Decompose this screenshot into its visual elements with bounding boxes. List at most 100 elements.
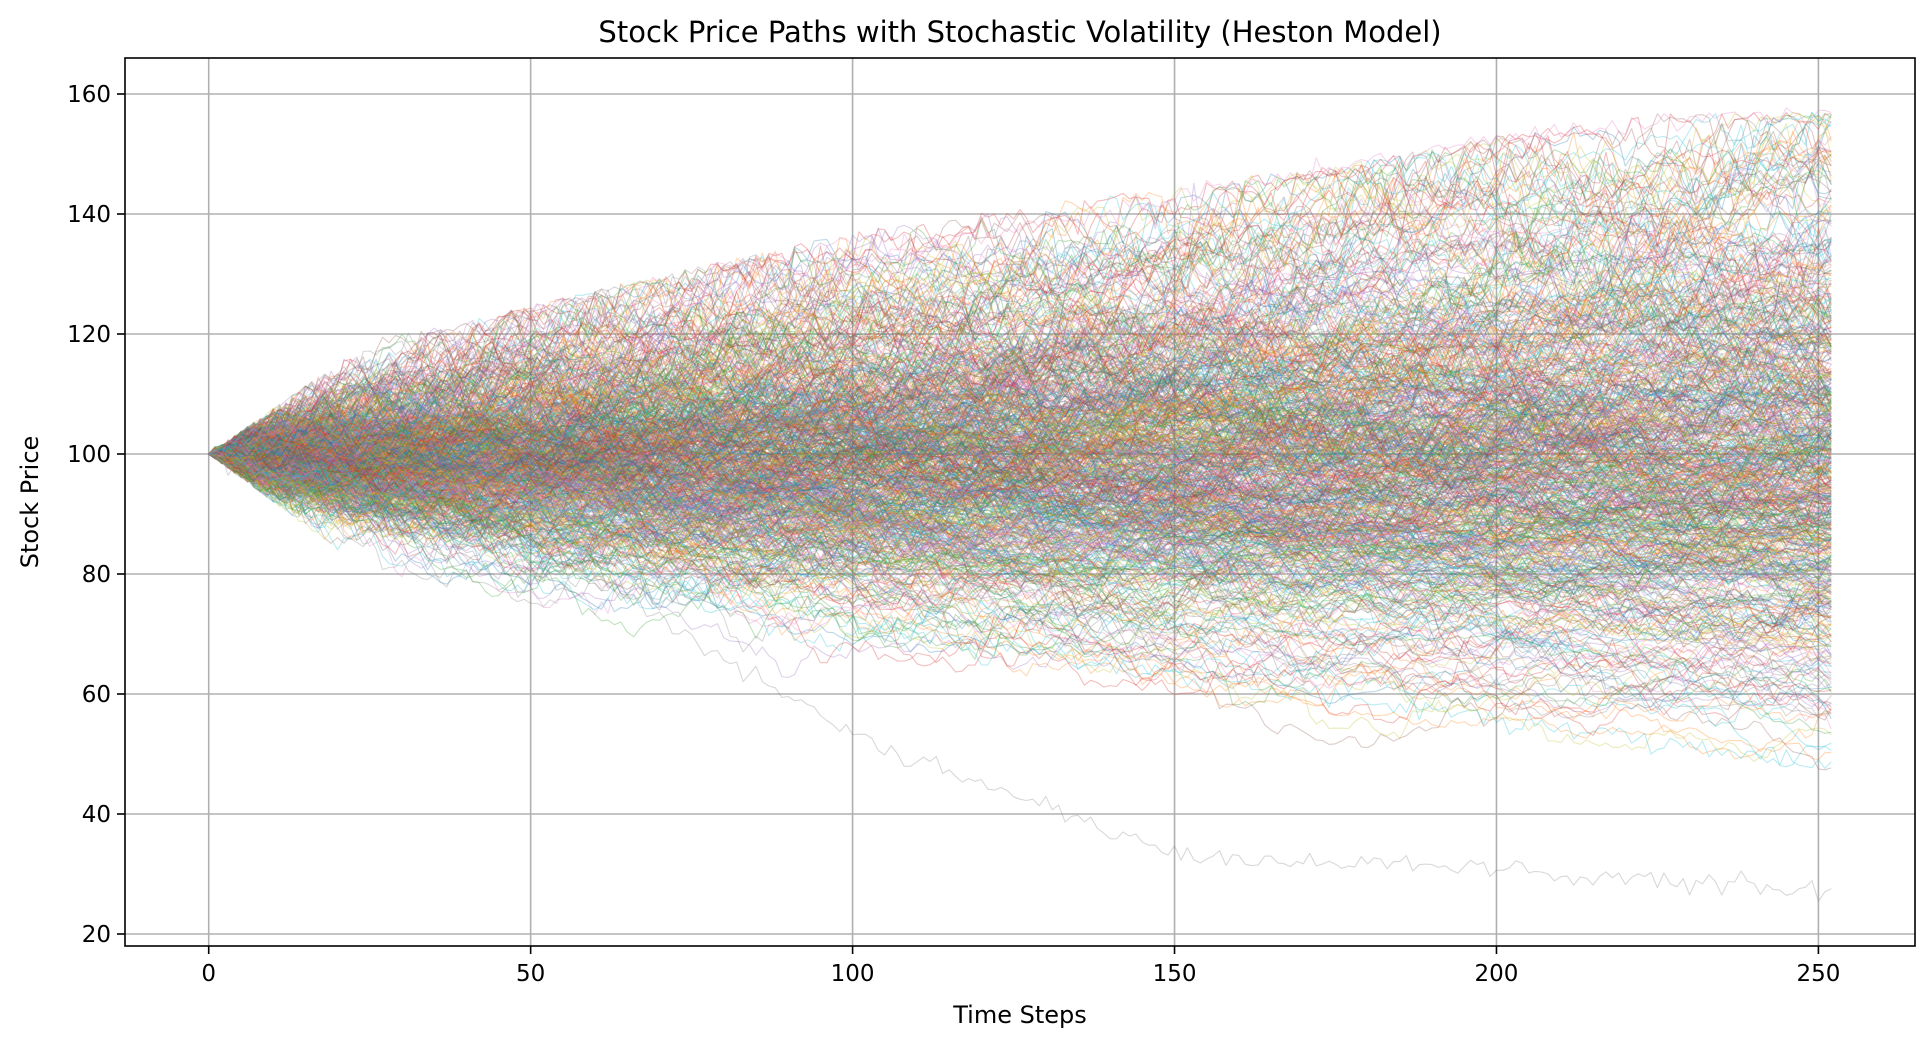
y-axis-label: Stock Price xyxy=(16,436,44,569)
price-path xyxy=(208,451,1832,562)
price-path xyxy=(208,322,1832,463)
price-path xyxy=(208,433,1832,551)
price-path xyxy=(208,343,1832,483)
x-tick-label: 100 xyxy=(831,961,875,987)
price-path xyxy=(208,392,1832,582)
y-tick-label: 40 xyxy=(82,802,111,828)
price-path xyxy=(208,218,1832,460)
price-path xyxy=(208,434,1832,598)
price-path xyxy=(208,374,1832,656)
price-path xyxy=(208,427,1832,675)
price-path xyxy=(208,429,1832,534)
price-path xyxy=(208,374,1832,604)
y-tick-label: 140 xyxy=(67,202,111,228)
price-path xyxy=(208,279,1832,536)
price-path xyxy=(208,183,1832,462)
price-path xyxy=(208,426,1832,500)
price-path xyxy=(208,368,1832,555)
price-path xyxy=(208,409,1832,481)
price-path xyxy=(208,318,1832,529)
x-tick-label: 200 xyxy=(1475,961,1519,987)
x-tick-label: 0 xyxy=(201,961,216,987)
price-path xyxy=(208,334,1832,501)
price-path xyxy=(208,303,1832,503)
y-tick-label: 80 xyxy=(82,562,111,588)
y-tick-label: 160 xyxy=(67,82,111,108)
price-path xyxy=(208,439,1832,583)
price-path xyxy=(208,348,1832,574)
price-path xyxy=(208,257,1832,548)
price-path xyxy=(208,386,1832,513)
price-path xyxy=(208,325,1832,558)
price-path xyxy=(208,315,1832,528)
price-path xyxy=(208,449,1832,656)
price-path xyxy=(208,372,1832,555)
price-path xyxy=(208,410,1832,526)
price-path xyxy=(208,445,1832,736)
price-path xyxy=(208,345,1832,538)
price-path xyxy=(208,262,1832,504)
price-path xyxy=(208,344,1832,632)
price-path xyxy=(208,415,1832,587)
price-path xyxy=(208,362,1832,555)
price-path xyxy=(208,378,1832,543)
price-path xyxy=(208,417,1832,600)
price-path xyxy=(208,120,1832,458)
price-path xyxy=(208,425,1832,595)
price-path xyxy=(208,402,1832,587)
price-path xyxy=(208,450,1832,636)
price-path xyxy=(208,448,1832,572)
price-path xyxy=(208,372,1832,522)
price-path xyxy=(208,430,1832,564)
chart-title: Stock Price Paths with Stochastic Volati… xyxy=(598,15,1441,49)
price-path xyxy=(208,175,1832,481)
price-path xyxy=(208,151,1832,455)
price-path xyxy=(208,445,1832,700)
price-path xyxy=(208,453,1832,618)
x-axis-label: Time Steps xyxy=(952,1001,1087,1029)
price-path xyxy=(208,430,1832,552)
price-path xyxy=(208,445,1832,515)
price-path xyxy=(208,114,1832,485)
price-path xyxy=(208,396,1832,517)
x-tick-label: 150 xyxy=(1153,961,1197,987)
grid xyxy=(125,58,1915,946)
price-path xyxy=(208,244,1832,483)
price-path xyxy=(208,243,1832,455)
price-path xyxy=(208,446,1832,542)
y-tick-label: 100 xyxy=(67,442,111,468)
price-path xyxy=(208,261,1832,458)
price-path xyxy=(208,177,1832,510)
price-path xyxy=(208,333,1832,517)
x-tick-label: 50 xyxy=(516,961,545,987)
price-path xyxy=(208,306,1832,486)
price-path xyxy=(208,341,1832,600)
price-path xyxy=(208,421,1832,501)
price-path xyxy=(208,440,1832,606)
price-path xyxy=(208,384,1832,591)
price-path xyxy=(208,415,1832,546)
price-path xyxy=(208,425,1832,664)
price-path xyxy=(208,213,1832,496)
price-path xyxy=(208,322,1832,532)
price-path xyxy=(208,427,1832,559)
price-path xyxy=(208,389,1832,512)
price-path xyxy=(208,387,1832,472)
price-path xyxy=(208,446,1832,610)
price-path xyxy=(208,419,1832,674)
y-tick-label: 120 xyxy=(67,322,111,348)
price-path xyxy=(208,380,1832,524)
price-path xyxy=(208,244,1832,464)
price-path xyxy=(208,274,1832,546)
y-tick-label: 20 xyxy=(82,922,111,948)
price-path xyxy=(208,340,1832,561)
price-path xyxy=(208,426,1832,559)
price-paths xyxy=(208,107,1832,902)
price-path xyxy=(208,334,1832,492)
price-path xyxy=(208,297,1832,530)
price-path xyxy=(208,453,1832,565)
y-tick-label: 60 xyxy=(82,682,111,708)
price-path xyxy=(208,439,1832,652)
